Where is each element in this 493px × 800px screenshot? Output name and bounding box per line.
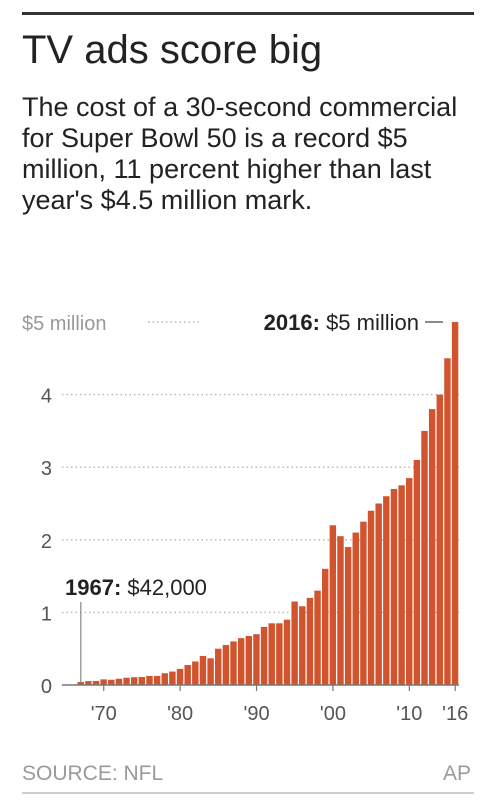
annotation-1967-label: 1967: $42,000 <box>65 575 207 600</box>
grid-layer <box>62 321 459 614</box>
y-tick-label: 0 <box>41 676 52 698</box>
bar-1997 <box>306 597 314 685</box>
annotation-2016-value: $5 million <box>320 310 419 335</box>
bar-1998 <box>314 590 321 685</box>
x-tick-label: '00 <box>320 703 346 725</box>
bar-1992 <box>268 623 275 685</box>
label-layer: 0 1 2 3 4 $5 million '70 '80 '90 '00 '10 '16 1967: $… <box>22 310 468 725</box>
bar-1969 <box>92 681 100 685</box>
top-rule <box>22 12 474 15</box>
bar-1977 <box>153 675 161 685</box>
bar-1980 <box>176 668 184 685</box>
bar-2016 <box>451 322 459 685</box>
credit-note: AP <box>442 762 471 785</box>
bar-2004 <box>360 521 367 685</box>
bar-1982 <box>192 661 199 685</box>
annotation-2016-year: 2016: <box>264 310 320 335</box>
bar-1986 <box>222 645 230 685</box>
x-tick-label: '16 <box>442 703 468 725</box>
bar-2009 <box>398 485 405 685</box>
bar-2006 <box>375 503 382 685</box>
y-tick-label: 4 <box>41 386 52 408</box>
bar-1984 <box>207 658 214 685</box>
bar-1987 <box>230 641 237 685</box>
bar-2008 <box>390 488 398 685</box>
bottom-rule <box>22 792 474 794</box>
bar-2014 <box>436 394 444 685</box>
chart-title: TV ads score big <box>22 28 323 72</box>
bar-1973 <box>123 677 130 685</box>
bar-1990 <box>253 634 260 685</box>
bar-1976 <box>146 675 153 685</box>
bar-1972 <box>115 678 123 685</box>
bar-2012 <box>421 430 428 685</box>
bar-1975 <box>138 677 146 685</box>
chart-subtitle: The cost of a 30-second commercial for S… <box>22 92 458 215</box>
bar-2005 <box>367 510 375 685</box>
axis-layer <box>62 684 459 691</box>
source-note: SOURCE: NFL <box>22 762 164 785</box>
bar-1999 <box>321 568 329 685</box>
bar-1991 <box>260 626 268 685</box>
bar-1981 <box>184 665 191 685</box>
bar-1985 <box>215 648 222 685</box>
bar-2003 <box>352 532 359 685</box>
x-tick-label: '80 <box>167 703 193 725</box>
bar-1993 <box>276 623 283 685</box>
bar-1994 <box>283 619 291 685</box>
y-tick-label: 1 <box>41 603 52 625</box>
bar-1978 <box>161 673 168 685</box>
bar-2010 <box>406 478 413 685</box>
bar-1970 <box>100 679 107 685</box>
bar-1979 <box>169 671 176 685</box>
bar-1995 <box>291 601 298 685</box>
annotation-1967-value: $42,000 <box>121 575 207 600</box>
annotation-1967-year: 1967: <box>65 575 121 600</box>
bar-2015 <box>444 358 451 685</box>
bar-1983 <box>199 655 207 685</box>
bar-1988 <box>237 638 245 685</box>
bar-1989 <box>245 636 253 685</box>
bar-1968 <box>85 681 92 685</box>
x-tick-label: '90 <box>244 703 270 725</box>
bar-2013 <box>428 409 436 685</box>
bar-2002 <box>344 547 352 685</box>
y-tick-label: 2 <box>41 531 52 553</box>
bar-1996 <box>299 606 306 685</box>
bar-chart: 0 1 2 3 4 $5 million '70 '80 '90 '00 '10 '16 1967: $… <box>22 310 468 725</box>
y-tick-label: 3 <box>41 458 52 480</box>
bar-1971 <box>108 679 115 685</box>
y-tick-label: $5 million <box>22 313 106 335</box>
bar-2001 <box>337 536 344 685</box>
annotation-2016-label: 2016: $5 million <box>264 310 419 335</box>
bar-2000 <box>329 525 337 685</box>
bar-2007 <box>383 496 390 685</box>
bar-1967 <box>77 681 84 685</box>
bar-1974 <box>130 677 138 685</box>
bar-layer <box>77 322 459 685</box>
x-tick-label: '70 <box>91 703 117 725</box>
bar-2011 <box>413 459 421 685</box>
x-tick-label: '10 <box>396 703 422 725</box>
